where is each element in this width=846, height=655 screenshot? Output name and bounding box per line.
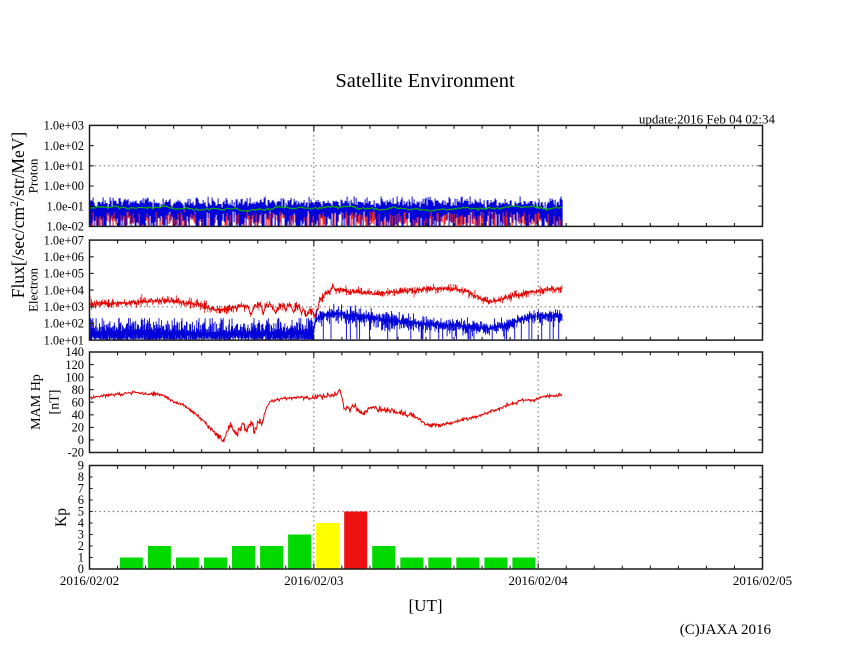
svg-text:1.0e+05: 1.0e+05	[44, 267, 84, 281]
svg-text:[nT]: [nT]	[48, 390, 63, 415]
svg-text:Electron: Electron	[26, 267, 41, 312]
svg-text:1.0e+04: 1.0e+04	[44, 283, 84, 297]
svg-text:1: 1	[78, 551, 84, 565]
svg-text:2016/02/05: 2016/02/05	[733, 573, 792, 588]
svg-text:1.0e+02: 1.0e+02	[44, 317, 84, 331]
svg-text:1.0e+00: 1.0e+00	[44, 179, 84, 193]
svg-text:2016/02/04: 2016/02/04	[509, 573, 569, 588]
svg-text:1.0e-01: 1.0e-01	[46, 199, 84, 213]
svg-text:0: 0	[78, 433, 84, 447]
svg-text:update:2016 Feb 04 02:34: update:2016 Feb 04 02:34	[639, 112, 776, 127]
svg-text:Flux[/sec/cm2/str/MeV]: Flux[/sec/cm2/str/MeV]	[7, 132, 28, 298]
svg-text:(C)JAXA 2016: (C)JAXA 2016	[680, 622, 772, 638]
svg-text:3: 3	[78, 528, 84, 542]
svg-text:9: 9	[78, 459, 84, 473]
svg-text:60: 60	[72, 395, 84, 409]
svg-text:20: 20	[72, 421, 84, 435]
svg-text:Satellite Environment: Satellite Environment	[335, 70, 515, 92]
svg-text:1.0e+07: 1.0e+07	[44, 233, 84, 247]
svg-text:6: 6	[78, 493, 84, 507]
svg-text:1.0e-02: 1.0e-02	[46, 220, 84, 234]
svg-text:1.0e+03: 1.0e+03	[44, 300, 84, 314]
svg-text:2: 2	[78, 539, 84, 553]
svg-text:Kp: Kp	[53, 508, 70, 527]
svg-text:MAM Hp: MAM Hp	[29, 374, 44, 430]
svg-text:7: 7	[78, 482, 84, 496]
svg-text:5: 5	[78, 505, 84, 519]
svg-text:140: 140	[65, 345, 84, 359]
svg-text:4: 4	[78, 516, 84, 530]
svg-text:2016/02/03: 2016/02/03	[284, 573, 343, 588]
svg-text:8: 8	[78, 470, 84, 484]
svg-text:-20: -20	[67, 446, 84, 460]
svg-text:[UT]: [UT]	[409, 596, 443, 615]
svg-text:1.0e+02: 1.0e+02	[44, 139, 84, 153]
svg-text:Proton: Proton	[26, 158, 41, 193]
svg-text:1.0e+01: 1.0e+01	[44, 333, 84, 347]
svg-text:1.0e+01: 1.0e+01	[44, 159, 84, 173]
svg-text:40: 40	[72, 408, 84, 422]
svg-text:120: 120	[65, 358, 84, 372]
svg-text:1.0e+03: 1.0e+03	[44, 119, 84, 133]
svg-text:2016/02/02: 2016/02/02	[60, 573, 119, 588]
svg-text:1.0e+06: 1.0e+06	[44, 250, 84, 264]
svg-text:100: 100	[65, 370, 84, 384]
svg-text:0: 0	[78, 562, 84, 576]
svg-text:80: 80	[72, 383, 84, 397]
